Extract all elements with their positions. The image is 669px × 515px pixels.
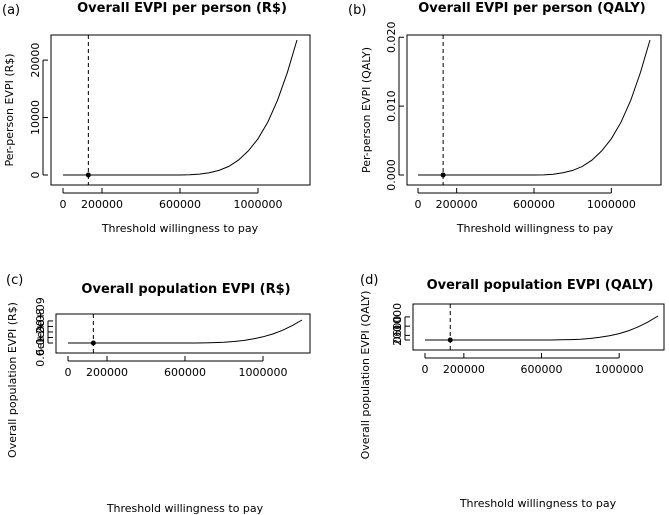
x-tick-label: 1000000 <box>595 363 644 376</box>
x-axis-label: Threshold willingness to pay <box>101 222 259 235</box>
y-axis-label: Overall population EVPI (R$) <box>6 302 19 458</box>
y-tick-label: 1000 <box>391 303 404 331</box>
chart-title: Overall population EVPI (QALY) <box>427 278 654 293</box>
panel-label: (b) <box>348 3 366 18</box>
plot-frame <box>55 313 311 354</box>
y-tick-label: 1.2e+09 <box>34 297 47 344</box>
chart-panel-3: (c) Overall population EVPI (R$) 0 200000 60… <box>6 273 311 515</box>
y-tick-label: 0.020 <box>385 21 398 53</box>
chart-panel-1: (a) Overall EVPI per person (R$)0 200000 60… <box>2 1 311 235</box>
chart-panel-4: (d) Overall population EVPI (QALY) 0 200000… <box>359 273 665 510</box>
panel-label: (d) <box>360 273 378 288</box>
plot-frame <box>412 303 665 351</box>
plot-frame <box>50 34 311 186</box>
y-tick-label: 20000 <box>29 43 42 78</box>
x-tick-label: 1000000 <box>234 198 283 211</box>
x-tick-label: 200000 <box>436 198 478 211</box>
x-axis-label: Threshold willingness to pay <box>106 502 264 515</box>
x-tick-label: 0 <box>415 198 422 211</box>
x-tick-label: 200000 <box>81 198 123 211</box>
chart-title: Overall population EVPI (R$) <box>81 282 290 297</box>
x-tick-label: 0 <box>422 363 429 376</box>
x-tick-label: 600000 <box>513 198 555 211</box>
current-threshold-point <box>90 340 96 346</box>
x-tick-label: 200000 <box>86 366 128 379</box>
evpi-curve <box>63 39 298 176</box>
x-tick-label: 1000000 <box>587 198 636 211</box>
x-tick-label: 0 <box>65 366 72 379</box>
y-axis-label: Per-person EVPI (R$) <box>3 53 16 166</box>
evpi-curve <box>418 39 651 176</box>
plot-frame <box>406 34 662 186</box>
y-axis-label: Per-person EVPI (QALY) <box>360 47 373 173</box>
y-tick-label: 6.0e+08 <box>34 308 47 355</box>
panel-label: (a) <box>2 3 20 18</box>
evpi-curve <box>68 319 303 344</box>
chart-panel-2: (b) Overall EVPI per person (QALY) 0 200000… <box>348 1 662 235</box>
y-tick-label: 0.0e+00 <box>34 319 47 366</box>
current-threshold-point <box>440 172 446 178</box>
y-tick-label: 0 <box>391 337 404 344</box>
chart-title: Overall EVPI per person (R$) <box>77 1 287 16</box>
x-axis-label: Threshold willingness to pay <box>456 222 614 235</box>
y-tick-label: 200 <box>391 325 404 346</box>
x-tick-label: 600000 <box>164 366 206 379</box>
x-tick-label: 600000 <box>159 198 201 211</box>
x-tick-label: 600000 <box>521 363 563 376</box>
panel-label: (c) <box>6 273 23 288</box>
x-tick-label: 200000 <box>443 363 485 376</box>
y-tick-label: 0 <box>29 172 42 179</box>
chart-title: Overall EVPI per person (QALY) <box>418 1 646 16</box>
evpi-curve <box>425 315 659 341</box>
y-tick-label: 0.000 <box>385 159 398 191</box>
y-tick-label: 10000 <box>29 100 42 135</box>
current-threshold-point <box>85 172 91 178</box>
y-tick-label: 0.010 <box>385 90 398 122</box>
current-threshold-point <box>447 337 453 343</box>
x-tick-label: 0 <box>60 198 67 211</box>
x-axis-label: Threshold willingness to pay <box>459 497 617 510</box>
y-tick-label: 600 <box>391 316 404 337</box>
y-axis-label: Overall population EVPI (QALY) <box>359 291 372 460</box>
x-tick-label: 1000000 <box>239 366 288 379</box>
